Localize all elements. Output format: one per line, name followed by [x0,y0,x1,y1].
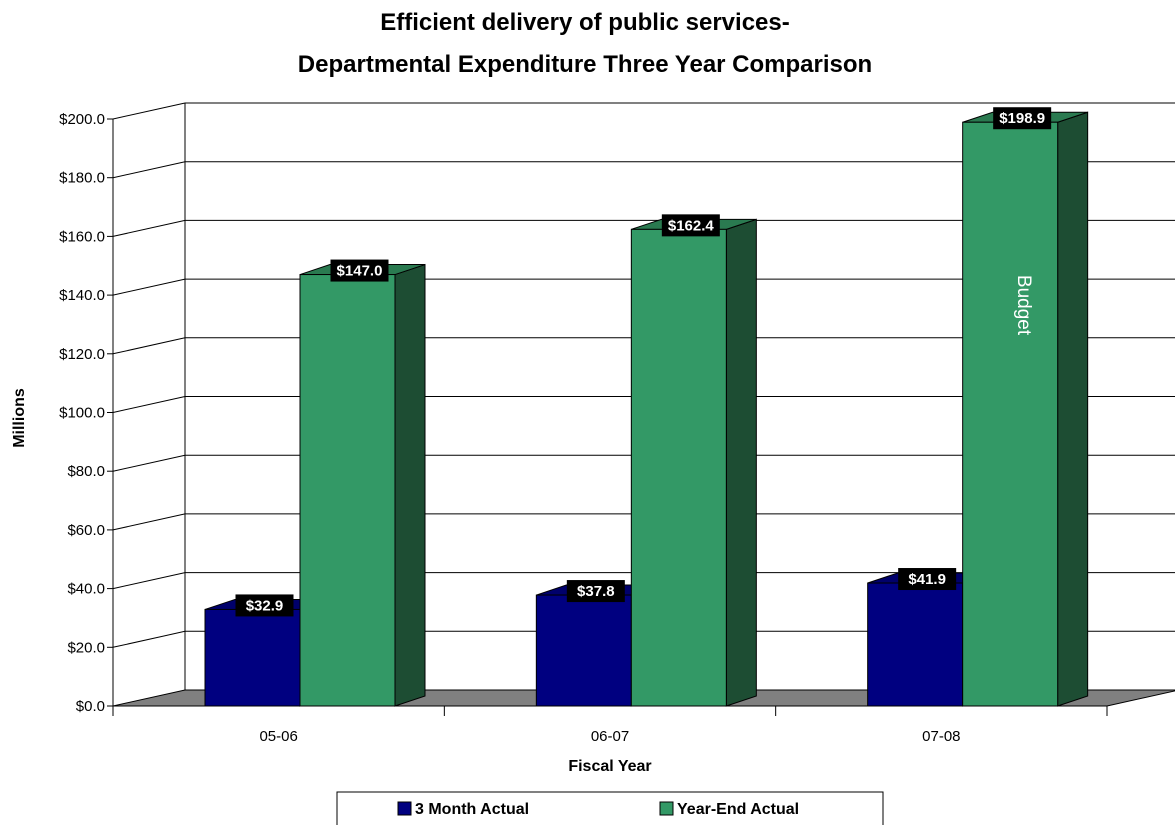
data-label-bg [898,568,957,591]
gridline-side [112,102,186,120]
data-label-text: $147.0 [337,263,383,280]
data-label-bg [330,259,389,282]
gridline-side [112,454,186,472]
gridline-side [112,219,186,237]
legend-swatch [397,801,412,816]
gridline-side [112,396,186,413]
x-axis: 05-06 06-07 07-08 [112,705,1108,745]
gridline-side [112,630,186,648]
bar-front [204,608,301,707]
data-label: $32.9 [235,594,294,617]
data-label-bg [993,107,1052,130]
bar-front [867,582,964,707]
data-label-bg [661,214,720,237]
y-tick-label: $60.0 [67,522,105,539]
data-label-text: $37.8 [577,583,615,600]
data-label-bg [235,594,294,617]
data-labels: $32.9 $147.0 $37.8 $162.4 $41.9 $198.9 Budget [235,107,1052,617]
legend: 3 Month Actual Year-End Actual [336,791,884,827]
y-tick-label: $0.0 [76,698,105,715]
data-label: $162.4 [661,214,720,237]
y-tick-label: $20.0 [67,639,105,656]
data-label: $198.9 [993,107,1052,130]
y-tick-label: $100.0 [59,405,105,422]
data-label: $37.8 [566,580,625,603]
legend-swatch [659,801,674,816]
data-label-text: $162.4 [668,217,715,234]
gridline-side [112,278,186,296]
x-tick-label: 05-06 [259,728,297,745]
bars [204,111,1089,707]
y-tick-label: $180.0 [59,170,105,187]
y-tick-label: $40.0 [67,581,105,598]
chart-title: Efficient delivery of public services- [380,9,789,36]
bar-year-end-actual-05-06 [299,263,426,707]
data-label-text: $198.9 [999,110,1045,127]
bar-front [630,228,727,707]
x-tick-label: 07-08 [922,728,960,745]
bar-year-end-actual-07-08 [962,111,1089,707]
data-label: $147.0 [330,259,389,282]
x-tick-label: 06-07 [591,728,629,745]
y-tick-label: $160.0 [59,228,105,245]
x-axis-title: Fiscal Year [568,758,651,775]
y-tick-label: $140.0 [59,287,105,304]
bar-side [1057,111,1089,707]
y-tick-label: $200.0 [59,111,105,128]
data-label-text: $32.9 [246,597,284,614]
bar-front [535,594,632,707]
gridline-side [112,572,186,590]
y-axis-title: Millions [11,388,28,448]
gridline-side [112,161,186,179]
legend-label: Year-End Actual [677,801,799,818]
y-axis-ticks: $0.0 $20.0 $40.0 $60.0 $80.0 $100.0 $120.0 $140… [59,111,113,715]
y-tick-label: $120.0 [59,346,105,363]
bar-front [962,121,1059,707]
legend-label: 3 Month Actual [415,801,529,818]
data-label-text: $41.9 [908,571,946,588]
data-label-bg [566,580,625,603]
gridline-side [112,337,186,355]
bar-front [299,274,396,707]
budget-annotation: Budget [1013,275,1034,336]
bar-side [725,218,757,707]
bar-side [394,263,426,707]
gridline-side [112,513,186,531]
data-label: $41.9 [898,568,957,591]
chart-subtitle: Departmental Expenditure Three Year Comp… [298,51,872,78]
bar-year-end-actual-06-07 [630,218,757,707]
y-tick-label: $80.0 [67,463,105,480]
